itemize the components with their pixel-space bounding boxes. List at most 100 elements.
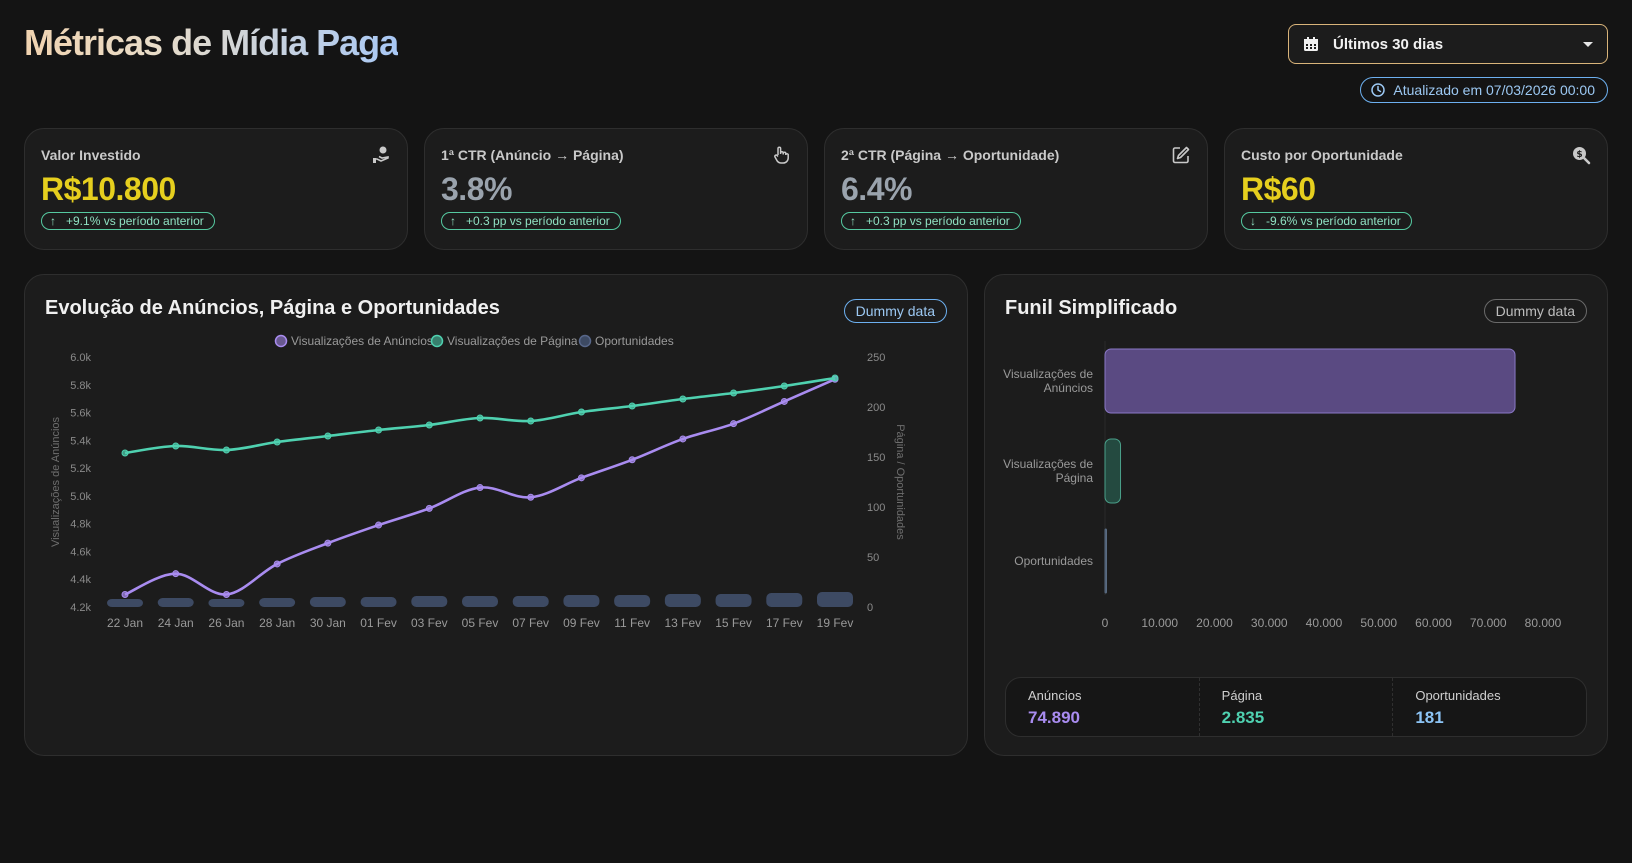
line-point[interactable] xyxy=(172,570,180,578)
y-right-tick-label: 200 xyxy=(867,402,885,414)
x-tick-label: 24 Jan xyxy=(158,616,194,630)
line-point[interactable] xyxy=(375,521,383,529)
line-point[interactable] xyxy=(527,417,535,425)
evolution-title: Evolução de Anúncios, Página e Oportunid… xyxy=(45,297,500,319)
kpi-delta-badge: ↑ +0.3 pp vs período anterior xyxy=(841,212,1021,230)
x-tick-label: 20.000 xyxy=(1196,616,1233,630)
line-point[interactable] xyxy=(425,504,433,512)
bar-opportunities xyxy=(462,596,498,607)
y-left-tick-label: 6.0k xyxy=(70,352,91,364)
summary-value: 2.835 xyxy=(1221,708,1265,727)
line-point[interactable] xyxy=(324,539,332,547)
bar-opportunities xyxy=(259,598,296,607)
x-tick-label: 13 Fev xyxy=(665,616,702,630)
search-dollar-icon: $ xyxy=(1573,147,1591,165)
period-select[interactable]: Últimos 30 dias xyxy=(1288,24,1608,64)
calendar-icon xyxy=(1304,37,1318,51)
line-point[interactable] xyxy=(730,420,738,428)
funnel-bar[interactable] xyxy=(1104,348,1516,414)
funnel-summary: Anúncios 74.890 Página 2.835 Oportunidad… xyxy=(1005,677,1587,737)
y-left-tick-label: 4.6k xyxy=(70,546,91,558)
line-point[interactable] xyxy=(628,456,636,464)
line-point[interactable] xyxy=(780,382,788,390)
evolution-chart: 4.2k 4.4k 4.6k 4.8k 5.0k 5.2k 5.4k 5.6k 5.8k 6.0k… xyxy=(50,334,906,630)
kpi-card-cost-per-opportunity: Custo por Oportunidade $ R$60 ↓ -9.6% vs… xyxy=(1224,128,1608,250)
line-point[interactable] xyxy=(273,560,281,568)
x-tick-label: 70.000 xyxy=(1470,616,1507,630)
line-point[interactable] xyxy=(476,484,484,492)
kpi-delta-text: -9.6% vs período anterior xyxy=(1266,214,1401,228)
x-tick-label: 07 Fev xyxy=(512,616,549,630)
kpi-value: R$60 xyxy=(1241,171,1316,207)
bar-opportunities xyxy=(766,593,803,607)
kpi-card-ctr2: 2ª CTR (Página → Oportunidade) 6.4% ↑ +0… xyxy=(824,128,1208,250)
x-tick-label: 22 Jan xyxy=(107,616,143,630)
x-tick-label: 50.000 xyxy=(1360,616,1397,630)
y-left-tick-label: 5.4k xyxy=(70,435,91,447)
x-tick-label: 0 xyxy=(1102,616,1109,630)
clock-icon xyxy=(1371,83,1386,97)
bar-opportunities xyxy=(208,599,245,607)
funnel-title: Funil Simplificado xyxy=(1005,297,1178,319)
summary-value: 181 xyxy=(1415,708,1444,727)
summary-label: Página xyxy=(1221,688,1263,703)
bar-opportunities xyxy=(664,594,701,607)
line-point[interactable] xyxy=(577,474,585,482)
edit-icon xyxy=(1172,146,1190,164)
dummy-data-badge: Dummy data xyxy=(1483,299,1587,323)
summary-value: 74.890 xyxy=(1028,708,1080,727)
arrow-down-icon: ↓ xyxy=(1250,214,1256,228)
y-left-tick-label: 5.2k xyxy=(70,463,91,475)
x-tick-label: 28 Jan xyxy=(259,616,295,630)
svg-text:$: $ xyxy=(1576,150,1582,160)
x-tick-label: 11 Fev xyxy=(614,616,650,630)
x-tick-label: 26 Jan xyxy=(208,616,244,630)
dummy-data-badge: Dummy data xyxy=(843,299,947,323)
line-point[interactable] xyxy=(324,432,332,440)
x-tick-label: 19 Fev xyxy=(817,616,854,630)
x-tick-label: 15 Fev xyxy=(715,616,752,630)
line-point[interactable] xyxy=(780,397,788,405)
kpi-card-investment: Valor Investido R$10.800 ↑ +9.1% vs perí… xyxy=(24,128,408,250)
line-point[interactable] xyxy=(730,389,738,397)
line-point[interactable] xyxy=(222,591,230,598)
line-point[interactable] xyxy=(527,493,535,501)
line-point[interactable] xyxy=(172,442,180,450)
kpi-value: 3.8% xyxy=(441,171,512,207)
x-tick-label: 40.000 xyxy=(1306,616,1343,630)
legend-item[interactable]: Visualizações de Página xyxy=(430,334,578,348)
arrow-up-icon: ↑ xyxy=(450,214,456,228)
line-point[interactable] xyxy=(222,446,230,454)
kpi-label: 2ª CTR (Página → Oportunidade) xyxy=(841,147,1060,163)
legend-swatch xyxy=(430,334,444,348)
line-point[interactable] xyxy=(628,402,636,410)
arrow-up-icon: ↑ xyxy=(850,214,856,228)
funnel-bar[interactable] xyxy=(1104,438,1122,504)
line-point[interactable] xyxy=(476,414,484,422)
summary-page: Página 2.835 xyxy=(1200,678,1394,736)
funnel-bar[interactable] xyxy=(1104,528,1107,594)
line-point[interactable] xyxy=(679,435,687,443)
line-point[interactable] xyxy=(375,426,383,434)
line-point[interactable] xyxy=(577,408,585,416)
summary-label: Oportunidades xyxy=(1415,688,1501,703)
legend-item[interactable]: Visualizações de Anúncios xyxy=(274,334,433,348)
line-point[interactable] xyxy=(679,395,687,403)
summary-label: Anúncios xyxy=(1028,688,1082,703)
line-point[interactable] xyxy=(425,421,433,429)
legend-item[interactable]: Oportunidades xyxy=(578,334,674,348)
arrow-up-icon: ↑ xyxy=(50,214,56,228)
funnel-category-label: Visualizações de Anúncios xyxy=(1003,367,1093,395)
updated-badge: Atualizado em 07/03/2026 00:00 xyxy=(1360,77,1608,103)
line-point[interactable] xyxy=(121,449,129,457)
line-point[interactable] xyxy=(831,374,839,382)
bar-opportunities xyxy=(715,594,752,607)
kpi-label: Valor Investido xyxy=(41,147,141,163)
line-point[interactable] xyxy=(273,438,281,446)
line-point[interactable] xyxy=(121,591,129,598)
money-hand-icon xyxy=(373,146,389,163)
x-tick-label: 30.000 xyxy=(1251,616,1288,630)
y-right-tick-label: 250 xyxy=(867,352,885,364)
x-tick-label: 01 Fev xyxy=(360,616,397,630)
y-left-tick-label: 4.8k xyxy=(70,519,91,531)
